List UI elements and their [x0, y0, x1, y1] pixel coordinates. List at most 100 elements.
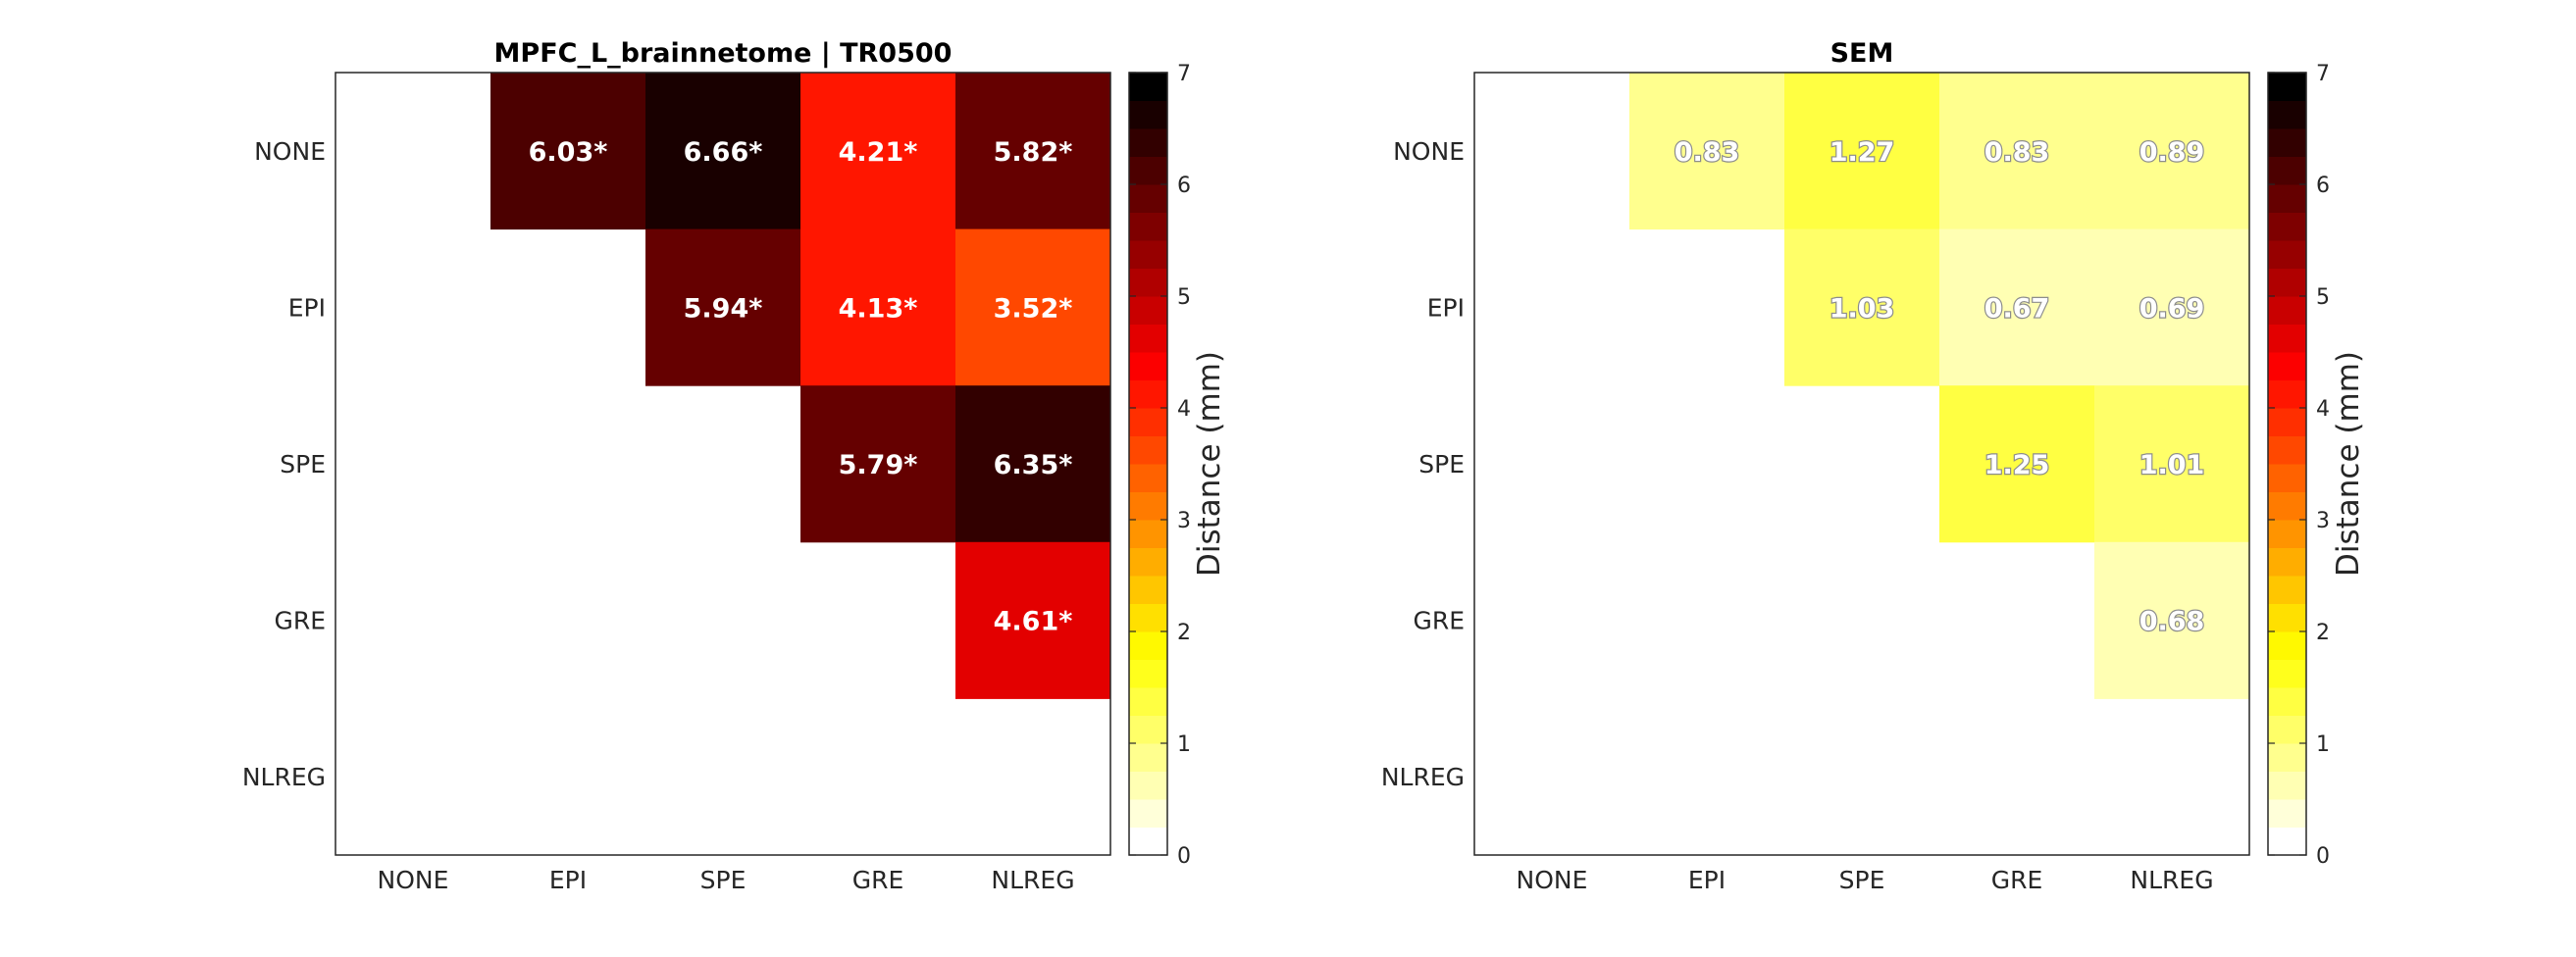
- colorbar-segment: [2268, 240, 2306, 269]
- colorbar-segment: [1129, 827, 1167, 856]
- heatmap-cell: [1784, 228, 1940, 386]
- colorbar-segment: [1129, 296, 1167, 325]
- cell-value-label: 4.21*: [839, 137, 918, 168]
- heatmap-cell: [2094, 73, 2250, 230]
- y-tick-labels: NONE EPI SPE GRE NLREG: [1381, 137, 1465, 791]
- colorbar-segment: [1129, 743, 1167, 772]
- colorbar-segment: [1129, 715, 1167, 744]
- colorbar-segment: [1129, 659, 1167, 688]
- colorbar-segment: [2268, 128, 2306, 157]
- colorbar-segment: [1129, 491, 1167, 521]
- colorbar-tick-label: 4: [2316, 397, 2330, 422]
- colorbar-segment: [2268, 352, 2306, 380]
- colorbar-tick-label: 0: [1177, 844, 1191, 869]
- x-tick-label: GRE: [1991, 866, 2043, 894]
- colorbar: [1128, 72, 1168, 856]
- cell-value-label: 0.68: [2139, 607, 2205, 637]
- x-tick-label: EPI: [1688, 866, 1726, 894]
- x-tick-label: EPI: [549, 866, 587, 894]
- colorbar-segment: [2268, 184, 2306, 213]
- x-tick-labels: NONE EPI SPE GRE NLREG: [378, 866, 1075, 894]
- colorbar-segment: [2268, 212, 2306, 241]
- heatmap-cell: [490, 73, 646, 230]
- heatmap-panel-sem: SEM 0.83 1.27 0.83 0.89 1.03 0.67 0.69 1.25 1.01…: [1381, 38, 2366, 894]
- colorbar-segment: [1129, 799, 1167, 828]
- colorbar-tick-label: 6: [2316, 174, 2330, 198]
- y-tick-label: NLREG: [1381, 763, 1465, 791]
- heatmap-cell: [1939, 385, 2095, 543]
- cell-value-label: 4.13*: [839, 293, 918, 324]
- colorbar-tick-label: 7: [2316, 62, 2330, 86]
- chart-title: MPFC_L_brainnetome | TR0500: [494, 38, 953, 69]
- colorbar-segment: [2268, 743, 2306, 772]
- x-tick-label: NONE: [378, 866, 449, 894]
- colorbar-frame: [1128, 72, 1168, 856]
- colorbar-tick-label: 6: [1177, 174, 1191, 198]
- colorbar-label: Distance (mm): [2331, 351, 2366, 577]
- colorbar-segment: [1129, 547, 1167, 577]
- colorbar-segment: [2268, 547, 2306, 577]
- axes-frame: [1473, 72, 2250, 856]
- colorbar-segment: [1129, 631, 1167, 660]
- cell-value-label: 5.82*: [994, 137, 1073, 168]
- colorbar-segment: [2268, 715, 2306, 744]
- heatmap-cell: [1939, 228, 2095, 386]
- y-tick-label: NLREG: [242, 763, 326, 791]
- colorbar-tick-label: 1: [2316, 732, 2330, 757]
- colorbar-segment: [1129, 687, 1167, 716]
- y-tick-label: NONE: [1393, 137, 1465, 166]
- cell-value-label: 4.61*: [994, 607, 1073, 637]
- colorbar-segment: [2268, 268, 2306, 297]
- colorbar-segment: [1129, 240, 1167, 269]
- colorbar-tick-label: 1: [1177, 732, 1191, 757]
- y-tick-label: NONE: [254, 137, 326, 166]
- heatmap-cell: [645, 73, 801, 230]
- colorbar-segment: [2268, 464, 2306, 492]
- colorbar-segment: [2268, 687, 2306, 716]
- x-tick-labels: NONE EPI SPE GRE NLREG: [1517, 866, 2214, 894]
- heatmap-cell: [800, 228, 956, 386]
- colorbar-segment: [2268, 379, 2306, 409]
- colorbar-segment: [1129, 324, 1167, 353]
- colorbar-segment: [1129, 771, 1167, 800]
- colorbar-segment: [1129, 212, 1167, 241]
- heatmap-cells: [490, 73, 1111, 699]
- y-tick-label: EPI: [1427, 293, 1465, 322]
- cell-value-label: 0.69: [2139, 293, 2205, 324]
- heatmap-cell: [2094, 541, 2250, 699]
- cell-value-label: 5.94*: [684, 293, 763, 324]
- colorbar-segment: [1129, 408, 1167, 436]
- colorbar-segment: [1129, 184, 1167, 213]
- colorbar-segment: [1129, 128, 1167, 157]
- cell-value-label: 6.66*: [684, 137, 763, 168]
- heatmap-cell: [800, 73, 956, 230]
- heatmap-cells: [1629, 73, 2250, 699]
- colorbar-segment: [2268, 520, 2306, 548]
- colorbar-segment: [1129, 435, 1167, 465]
- colorbar-tick-label: 5: [1177, 285, 1191, 310]
- x-tick-label: NLREG: [2130, 866, 2213, 894]
- heatmap-cell-labels: 0.83 1.27 0.83 0.89 1.03 0.67 0.69 1.25 1.01 0.68: [1673, 136, 2205, 638]
- colorbar-segment: [2268, 771, 2306, 800]
- colorbar: [2267, 72, 2307, 856]
- colorbar-segment: [2268, 100, 2306, 129]
- chart-title: SEM: [1830, 38, 1894, 69]
- heatmap-cell: [1939, 73, 2095, 230]
- colorbar-segment: [1129, 464, 1167, 492]
- cell-value-label: 6.03*: [529, 137, 608, 168]
- heatmap-cell: [955, 228, 1111, 386]
- colorbar-segment: [2268, 156, 2306, 185]
- y-tick-labels: NONE EPI SPE GRE NLREG: [242, 137, 326, 791]
- y-tick-label: SPE: [280, 450, 326, 478]
- colorbar-segment: [1129, 73, 1167, 101]
- colorbar-tick-label: 7: [1177, 62, 1191, 86]
- colorbar-label: Distance (mm): [1192, 351, 1227, 577]
- colorbar-segment: [2268, 324, 2306, 353]
- colorbar-segment: [1129, 352, 1167, 380]
- cell-value-label: 1.25: [1984, 450, 2050, 480]
- axes-frame: [335, 72, 1111, 856]
- x-tick-label: SPE: [700, 866, 747, 894]
- colorbar-tick-label: 0: [2316, 844, 2330, 869]
- heatmap-cell: [800, 385, 956, 543]
